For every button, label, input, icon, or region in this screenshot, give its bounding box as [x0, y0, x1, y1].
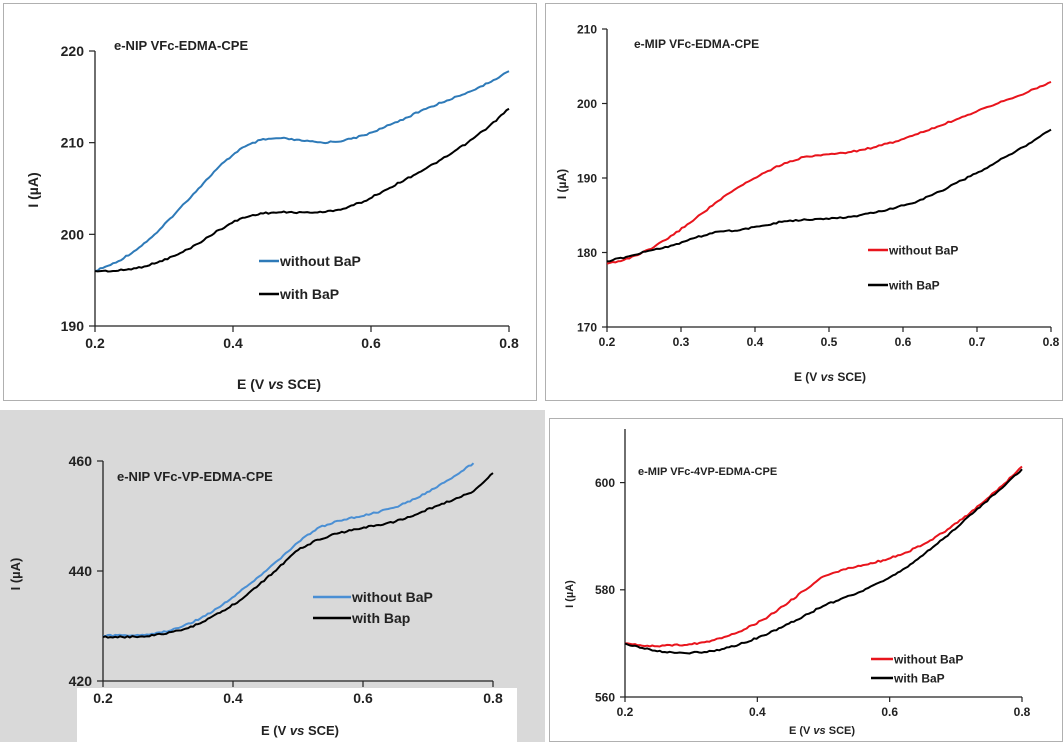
- series-line-with-bap: [624, 468, 1023, 655]
- y-tick-label: 600: [595, 476, 615, 490]
- y-tick-label: 210: [61, 135, 85, 151]
- x-tick-label: 0.6: [895, 335, 912, 349]
- chart-title: e-MIP VFc-4VP-EDMA-CPE: [638, 466, 777, 478]
- x-tick-label: 0.2: [617, 705, 634, 719]
- x-tick-label: 0.6: [361, 335, 381, 351]
- series-line-without-bap: [625, 465, 1023, 648]
- series-line-without-bap: [606, 80, 1052, 265]
- y-axis-title: I (µA): [555, 169, 569, 199]
- y-tick-label: 580: [595, 583, 615, 597]
- chart-title: e-MIP VFc-EDMA-CPE: [634, 37, 759, 51]
- y-tick-label: 180: [577, 246, 597, 260]
- x-tick-label: 0.8: [1014, 705, 1031, 719]
- y-tick-label: 220: [61, 43, 85, 59]
- chart-title: e-NIP VFc-VP-EDMA-CPE: [117, 469, 273, 484]
- y-tick-label: 460: [69, 453, 93, 469]
- chart-svg-nip-vfc-vp-edma: 0.2 0.4 0.6 0.8 420 440 460 e-NIP VFc-VP-EDMA-C…: [8, 453, 503, 738]
- series-line-with-bap: [94, 107, 510, 273]
- y-tick-label: 420: [69, 673, 93, 689]
- y-axis-title: I (µA): [564, 580, 576, 608]
- legend-label-with-bap: with Bap: [351, 610, 410, 626]
- chart-panel-mip-vfc-4vp-edma: 0.2 0.4 0.6 0.8 560 580 600 e-MIP VFc-4VP-EDMA-…: [549, 418, 1063, 742]
- x-tick-label: 0.5: [821, 335, 838, 349]
- x-tick-label: 0.2: [93, 690, 113, 706]
- legend-label-without-bap: without BaP: [279, 253, 361, 269]
- chart-svg-mip-vfc-edma: 0.2 0.3 0.4 0.5 0.6 0.7 0.8 170 180 190 200 210 e-MI…: [555, 22, 1060, 384]
- x-tick-label: 0.8: [1043, 335, 1060, 349]
- legend-label-without-bap: without BaP: [893, 652, 963, 666]
- x-axis-label-strip: [77, 688, 517, 742]
- legend-label-without-bap: without BaP: [351, 589, 433, 605]
- legend-label-without-bap: without BaP: [888, 243, 958, 257]
- series-line-with-bap: [606, 128, 1052, 263]
- x-tick-label: 0.6: [881, 705, 898, 719]
- x-tick-label: 0.7: [969, 335, 986, 349]
- y-tick-label: 200: [577, 97, 597, 111]
- y-axis-title: I (µA): [25, 172, 41, 207]
- x-tick-label: 0.4: [223, 690, 243, 706]
- x-tick-label: 0.4: [747, 335, 764, 349]
- x-tick-label: 0.6: [353, 690, 373, 706]
- chart-panel-nip-vfc-vp-edma: 0.2 0.4 0.6 0.8 420 440 460 e-NIP VFc-VP-EDMA-C…: [0, 410, 545, 742]
- x-axis-title: E (V vs SCE): [794, 370, 866, 384]
- legend-label-with-bap: with BaP: [888, 278, 940, 292]
- x-axis-title: E (V vs SCE): [789, 725, 855, 737]
- series-line-with-bap: [102, 472, 494, 639]
- y-tick-label: 170: [577, 320, 597, 334]
- y-tick-label: 560: [595, 690, 615, 704]
- chart-title: e-NIP VFc-EDMA-CPE: [114, 38, 248, 53]
- chart-panel-mip-vfc-edma: 0.2 0.3 0.4 0.5 0.6 0.7 0.8 170 180 190 200 210 e-MI…: [545, 3, 1063, 401]
- y-tick-label: 190: [61, 318, 85, 334]
- legend-label-with-bap: with BaP: [279, 286, 339, 302]
- x-tick-label: 0.2: [85, 335, 105, 351]
- y-tick-label: 210: [577, 22, 597, 36]
- x-tick-label: 0.4: [749, 705, 766, 719]
- y-tick-label: 190: [577, 171, 597, 185]
- y-tick-label: 440: [69, 563, 93, 579]
- series-line-without-bap: [102, 462, 475, 638]
- y-axis-title: I (µA): [8, 558, 23, 591]
- chart-svg-mip-vfc-4vp-edma: 0.2 0.4 0.6 0.8 560 580 600 e-MIP VFc-4VP-EDMA-…: [564, 429, 1031, 737]
- y-tick-label: 200: [61, 226, 85, 242]
- chart-svg-nip-vfc-edma: 0.2 0.4 0.6 0.8 190 200 210 220 e-NIP VFc-EDMA-C…: [25, 38, 519, 392]
- x-tick-label: 0.4: [223, 335, 243, 351]
- chart-panel-nip-vfc-edma: 0.2 0.4 0.6 0.8 190 200 210 220 e-NIP VFc-EDMA-C…: [3, 3, 537, 401]
- x-tick-label: 0.2: [599, 335, 616, 349]
- legend-label-with-bap: with BaP: [893, 671, 945, 685]
- x-tick-label: 0.8: [483, 690, 503, 706]
- series-line-without-bap: [94, 70, 510, 272]
- x-axis-title: E (V vs SCE): [261, 723, 339, 738]
- x-tick-label: 0.8: [499, 335, 519, 351]
- x-tick-label: 0.3: [673, 335, 690, 349]
- x-axis-title: E (V vs SCE): [237, 376, 321, 392]
